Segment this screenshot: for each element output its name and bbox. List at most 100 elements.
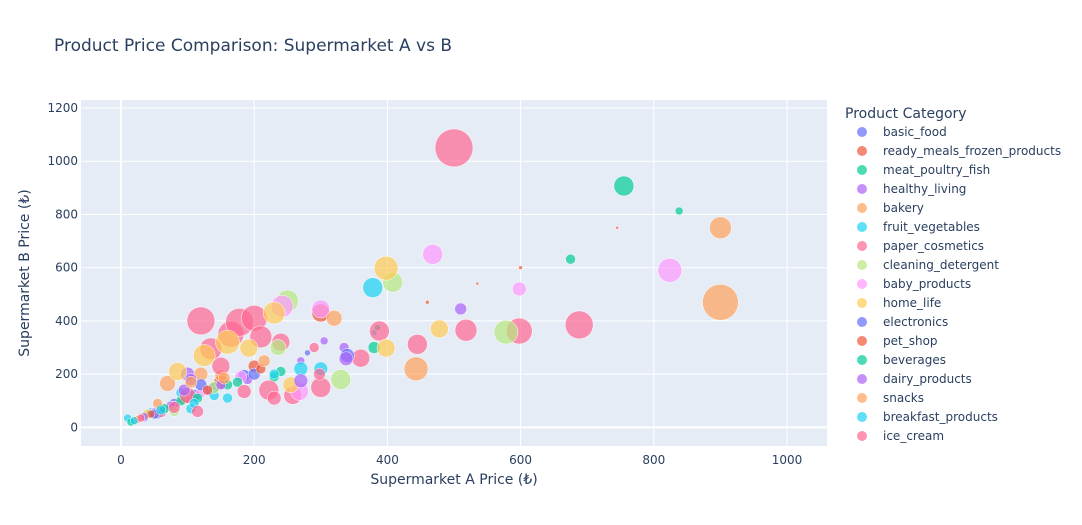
- legend-item-home_life[interactable]: home_life: [857, 296, 941, 310]
- data-point: [136, 413, 146, 423]
- legend-label: breakfast_products: [883, 410, 998, 424]
- legend-label: bakery: [883, 201, 924, 215]
- legend-label: pet_shop: [883, 334, 938, 348]
- legend-item-healthy_living[interactable]: healthy_living: [857, 182, 966, 196]
- data-point: [184, 375, 198, 389]
- data-point: [362, 277, 383, 298]
- data-point: [475, 281, 480, 286]
- data-point: [191, 405, 204, 418]
- data-point: [403, 356, 429, 382]
- data-point: [155, 404, 167, 416]
- legend-marker: [857, 260, 867, 270]
- data-point: [330, 369, 352, 390]
- legend-item-beverages[interactable]: beverages: [857, 353, 946, 367]
- legend-marker: [857, 184, 867, 194]
- x-tick-label: 800: [642, 453, 665, 467]
- legend-marker: [857, 393, 867, 403]
- legend-label: healthy_living: [883, 182, 966, 196]
- chart-title: Product Price Comparison: Supermarket A …: [54, 36, 452, 56]
- data-point: [304, 349, 311, 357]
- data-point: [422, 244, 443, 265]
- data-point: [613, 175, 635, 197]
- legend-item-fruit_vegetables[interactable]: fruit_vegetables: [857, 220, 980, 234]
- legend-item-ready_meals_frozen_products[interactable]: ready_meals_frozen_products: [857, 144, 1061, 158]
- legend-label: snacks: [883, 391, 924, 405]
- data-point: [434, 128, 474, 168]
- y-tick-label: 1000: [47, 154, 78, 168]
- data-point: [319, 336, 329, 346]
- data-point: [262, 301, 286, 325]
- data-point: [512, 281, 527, 297]
- legend-marker: [857, 203, 867, 213]
- legend-label: cleaning_detergent: [883, 258, 999, 272]
- data-point: [168, 362, 187, 381]
- axis-ticks: 0 200 400 600 800 1000 0 200 400 600 800 1000 1200: [47, 101, 802, 467]
- legend[interactable]: basic_food ready_meals_frozen_productsmea…: [857, 125, 1061, 443]
- legend-label: ice_cream: [883, 429, 944, 443]
- y-tick-label: 0: [70, 420, 78, 434]
- legend-item-baby_products[interactable]: baby_products: [857, 277, 971, 291]
- data-point: [709, 216, 732, 240]
- legend-item-meat_poultry_fish[interactable]: meat_poultry_fish: [857, 163, 990, 177]
- y-tick-label: 400: [55, 314, 78, 328]
- x-tick-label: 1000: [772, 453, 803, 467]
- legend-marker: [857, 241, 867, 251]
- legend-label: basic_food: [883, 125, 947, 139]
- data-point: [674, 206, 684, 216]
- data-point: [192, 344, 216, 367]
- data-point: [222, 392, 233, 404]
- legend-item-breakfast_products[interactable]: breakfast_products: [857, 410, 998, 424]
- data-point: [325, 309, 343, 327]
- legend-marker: [857, 146, 867, 156]
- data-point: [310, 377, 332, 398]
- data-point: [215, 329, 240, 355]
- data-point: [407, 334, 428, 355]
- legend-marker: [857, 431, 867, 441]
- legend-marker: [857, 298, 867, 308]
- data-point: [657, 258, 683, 283]
- legend-item-pet_shop[interactable]: pet_shop: [857, 334, 938, 348]
- data-point: [425, 300, 430, 305]
- legend-item-dairy_products[interactable]: dairy_products: [857, 372, 972, 386]
- legend-label: meat_poultry_fish: [883, 163, 990, 177]
- y-tick-label: 200: [55, 367, 78, 381]
- legend-marker: [857, 222, 867, 232]
- x-tick-label: 400: [376, 453, 399, 467]
- data-point: [369, 320, 390, 342]
- data-points: [123, 128, 739, 427]
- data-point: [236, 384, 252, 399]
- legend-marker: [857, 317, 867, 327]
- x-axis-title: Supermarket A Price (₺): [370, 472, 537, 488]
- data-point: [159, 375, 176, 392]
- y-tick-label: 600: [55, 261, 78, 275]
- legend-item-basic_food[interactable]: basic_food: [857, 125, 947, 139]
- legend-item-cleaning_detergent[interactable]: cleaning_detergent: [857, 258, 999, 272]
- legend-label: fruit_vegetables: [883, 220, 980, 234]
- y-tick-label: 1200: [47, 101, 78, 115]
- legend-item-ice_cream[interactable]: ice_cream: [857, 429, 944, 443]
- y-tick-label: 800: [55, 207, 78, 221]
- data-point: [493, 319, 519, 345]
- legend-marker: [857, 165, 867, 175]
- data-point: [217, 371, 231, 385]
- data-point: [202, 384, 213, 396]
- legend-item-snacks[interactable]: snacks: [857, 391, 924, 405]
- legend-item-bakery[interactable]: bakery: [857, 201, 924, 215]
- legend-label: electronics: [883, 315, 948, 329]
- data-point: [565, 253, 576, 265]
- legend-label: paper_cosmetics: [883, 239, 984, 253]
- data-point: [168, 401, 181, 414]
- data-point: [351, 348, 370, 368]
- data-point: [702, 284, 739, 321]
- data-point: [615, 226, 619, 230]
- data-point: [430, 319, 449, 339]
- legend-item-electronics[interactable]: electronics: [857, 315, 948, 329]
- data-point: [232, 376, 243, 388]
- legend-label: dairy_products: [883, 372, 972, 386]
- data-point: [313, 367, 326, 381]
- data-point: [454, 318, 478, 342]
- legend-item-paper_cosmetics[interactable]: paper_cosmetics: [857, 239, 984, 253]
- legend-label: ready_meals_frozen_products: [883, 144, 1061, 158]
- legend-label: baby_products: [883, 277, 971, 291]
